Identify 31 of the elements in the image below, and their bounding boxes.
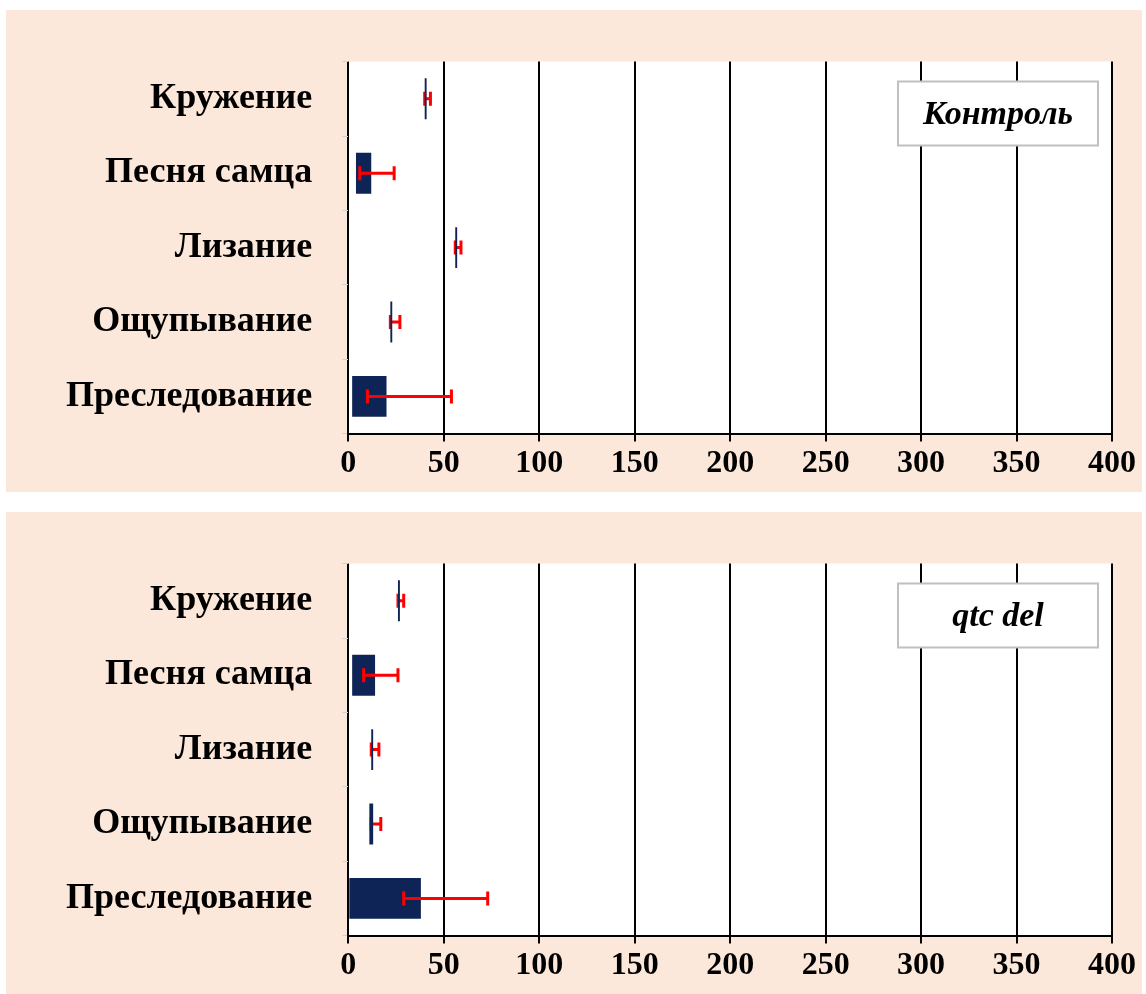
text: qtc del (952, 596, 1045, 634)
x-tick-label: 250 (801, 945, 850, 982)
y-tick-label: Лизание (174, 224, 313, 265)
x-tick-label: 0 (340, 945, 357, 982)
x-tick-label: 100 (515, 945, 564, 982)
x-tick-label: 400 (1088, 945, 1136, 982)
x-tick-label: 150 (610, 945, 659, 982)
y-tick-label: Песня самца (105, 652, 313, 693)
x-tick-label: 50 (427, 945, 460, 982)
x-tick-label: 200 (706, 443, 755, 480)
x-tick-label: 400 (1088, 443, 1136, 480)
y-tick-label: Кружение (150, 76, 313, 117)
y-tick-label: Лизание (174, 726, 313, 767)
x-tick-label: 0 (340, 443, 357, 480)
x-tick-label: 300 (897, 443, 946, 480)
y-tick-label: Преследование (66, 373, 313, 414)
x-tick-label: 300 (897, 945, 946, 982)
y-tick-label: Кружение (150, 578, 313, 619)
x-tick-label: 350 (992, 945, 1041, 982)
y-tick-label: Ощупывание (92, 801, 313, 842)
x-tick-label: 50 (427, 443, 460, 480)
x-tick-label: 100 (515, 443, 564, 480)
x-tick-label: 350 (992, 443, 1041, 480)
text: Контроль (921, 94, 1074, 132)
y-tick-label: Песня самца (105, 150, 313, 191)
x-tick-label: 250 (801, 443, 850, 480)
y-tick-label: Ощупывание (92, 299, 313, 340)
x-tick-label: 150 (610, 443, 659, 480)
bar (352, 375, 387, 417)
x-tick-label: 200 (706, 945, 755, 982)
y-tick-label: Преследование (66, 875, 313, 916)
